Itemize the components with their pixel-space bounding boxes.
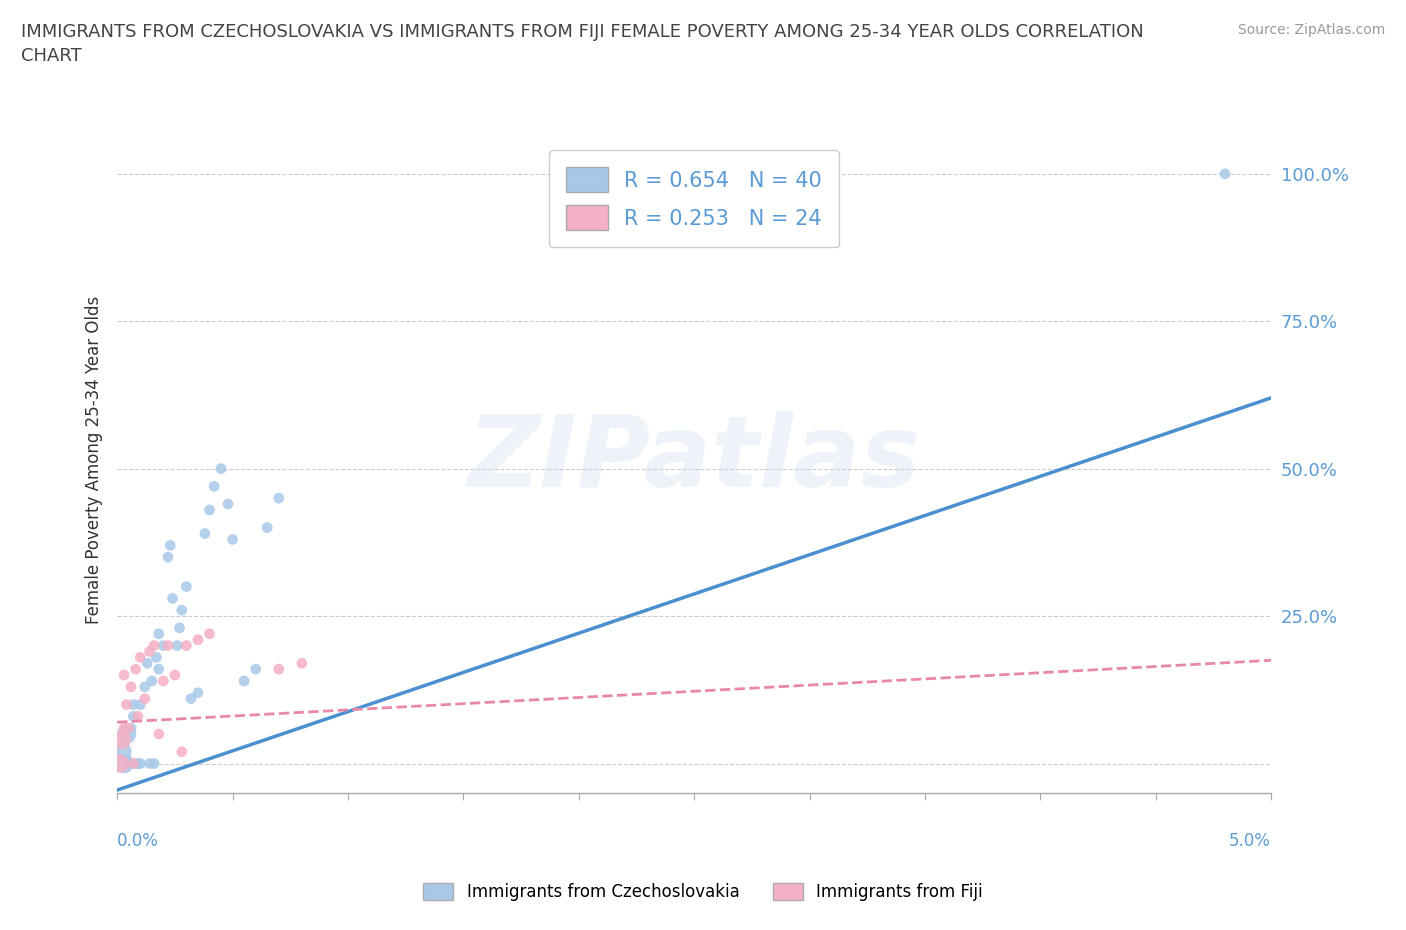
Legend: R = 0.654   N = 40, R = 0.253   N = 24: R = 0.654 N = 40, R = 0.253 N = 24	[550, 151, 839, 247]
Text: ZIPatlas: ZIPatlas	[468, 411, 921, 509]
Point	[129, 756, 152, 771]
Point	[138, 756, 160, 771]
Point	[111, 733, 134, 748]
Point	[112, 668, 135, 683]
Point	[1213, 166, 1236, 181]
Point	[187, 632, 209, 647]
Point	[124, 756, 146, 771]
Point	[118, 721, 141, 736]
Point	[159, 538, 181, 552]
Point	[148, 726, 170, 741]
Point	[209, 461, 232, 476]
Legend: Immigrants from Czechoslovakia, Immigrants from Fiji: Immigrants from Czechoslovakia, Immigran…	[416, 876, 990, 908]
Point	[148, 626, 170, 641]
Point	[129, 650, 152, 665]
Point	[112, 756, 135, 771]
Point	[176, 579, 198, 594]
Point	[145, 650, 167, 665]
Text: IMMIGRANTS FROM CZECHOSLOVAKIA VS IMMIGRANTS FROM FIJI FEMALE POVERTY AMONG 25-3: IMMIGRANTS FROM CZECHOSLOVAKIA VS IMMIGR…	[21, 23, 1144, 65]
Point	[233, 673, 256, 688]
Point	[120, 721, 142, 736]
Y-axis label: Female Poverty Among 25-34 Year Olds: Female Poverty Among 25-34 Year Olds	[86, 296, 103, 624]
Point	[124, 662, 146, 677]
Point	[245, 662, 267, 677]
Point	[198, 626, 221, 641]
Text: Source: ZipAtlas.com: Source: ZipAtlas.com	[1237, 23, 1385, 37]
Point	[129, 698, 152, 712]
Point	[267, 491, 290, 506]
Point	[180, 691, 202, 706]
Point	[115, 726, 138, 741]
Point	[187, 685, 209, 700]
Point	[122, 709, 145, 724]
Point	[112, 721, 135, 736]
Point	[202, 479, 225, 494]
Point	[148, 662, 170, 677]
Point	[152, 673, 174, 688]
Point	[122, 756, 145, 771]
Point	[170, 603, 193, 618]
Point	[152, 638, 174, 653]
Point	[141, 673, 163, 688]
Text: 0.0%: 0.0%	[117, 832, 159, 850]
Point	[156, 638, 179, 653]
Point	[115, 698, 138, 712]
Point	[176, 638, 198, 653]
Text: 5.0%: 5.0%	[1229, 832, 1271, 850]
Point	[169, 620, 191, 635]
Point	[122, 698, 145, 712]
Point	[256, 520, 278, 535]
Point	[118, 756, 141, 771]
Point	[194, 526, 217, 541]
Point	[134, 691, 156, 706]
Point	[166, 638, 188, 653]
Point	[198, 502, 221, 517]
Point	[163, 668, 186, 683]
Point	[134, 680, 156, 695]
Point	[136, 656, 159, 671]
Point	[108, 756, 131, 771]
Point	[221, 532, 243, 547]
Point	[267, 662, 290, 677]
Point	[127, 709, 149, 724]
Point	[291, 656, 314, 671]
Point	[111, 744, 134, 759]
Point	[170, 744, 193, 759]
Point	[143, 638, 166, 653]
Point	[143, 756, 166, 771]
Point	[217, 497, 239, 512]
Point	[120, 680, 142, 695]
Point	[162, 591, 184, 605]
Point	[138, 644, 160, 659]
Point	[127, 756, 149, 771]
Point	[156, 550, 179, 565]
